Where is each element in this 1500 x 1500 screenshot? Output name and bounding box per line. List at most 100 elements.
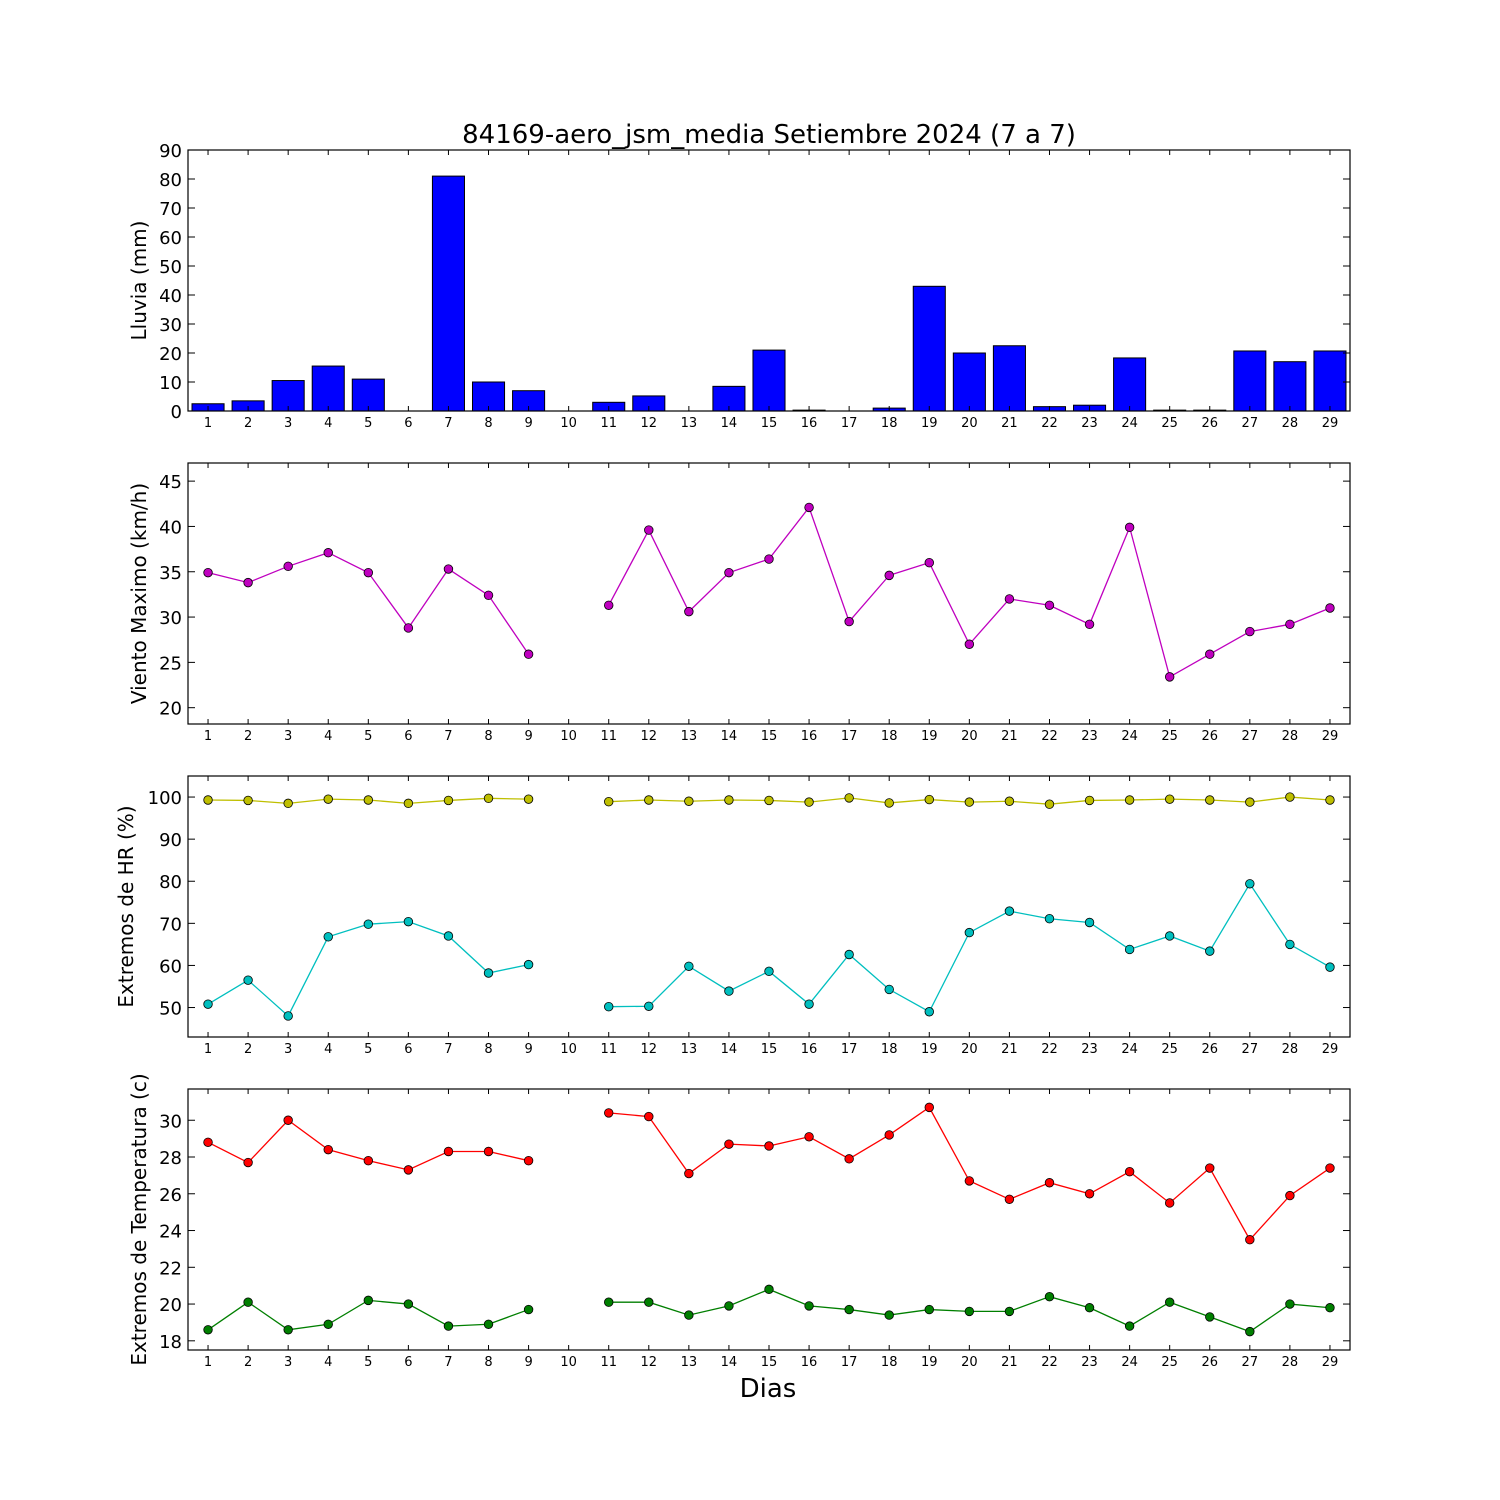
series-1-point-day-13 [684,606,694,617]
series-1-point-day-23 [1084,795,1095,806]
x-tick-label: 1 [204,416,212,431]
x-tick-label: 20 [961,1042,978,1057]
series-1-point-day-1 [203,1137,213,1148]
x-tick-label: 11 [600,416,617,431]
series-2-point-day-17 [844,1304,854,1315]
y-tick-label: 28 [159,1148,182,1169]
x-tick-label: 22 [1041,1355,1058,1370]
x-tick-label: 25 [1161,1355,1178,1370]
panel-4: 1 2 3 4 5 6 7 8 9 10 11 12 13 14 15 16 17 18 19 20 21 22 23 24 2… [127,1073,1351,1370]
y-axis-label: Extremos de Temperatura (c) [127,1073,151,1365]
x-tick-label: 24 [1121,1355,1138,1370]
y-tick-label: 10 [159,373,182,394]
series-1-point-day-15 [764,554,774,564]
series-2-point-day-3 [283,1325,293,1335]
series-2-point-day-21 [1004,1306,1015,1317]
y-axis-label: Lluvia (mm) [127,221,151,341]
bar-day-29 [1313,350,1347,412]
series-2-point-day-13 [684,961,694,971]
series-2-point-day-6 [403,916,414,927]
x-tick-label: 19 [921,1042,938,1057]
series-2-point-day-26 [1205,946,1215,956]
x-tick-label: 20 [961,729,978,744]
series-1-point-day-23 [1084,619,1095,630]
x-tick-label: 27 [1242,729,1259,744]
series-2-point-day-26 [1205,1312,1215,1322]
x-tick-label: 25 [1161,729,1178,744]
x-tick-label: 5 [364,1042,372,1057]
plot-area [188,776,1350,1037]
series-2-point-day-1 [203,999,213,1009]
series-1-point-day-22 [1044,1178,1055,1188]
x-tick-label: 23 [1081,416,1098,431]
series-1-point-day-4 [323,1144,333,1155]
series-1-point-day-11 [604,796,614,807]
series-1-point-day-17 [844,793,854,803]
series-1-point-day-25 [1164,794,1175,804]
series-1-point-day-12 [644,795,654,805]
series-1-point-day-25 [1164,1198,1175,1208]
x-tick-label: 28 [1282,1355,1299,1370]
x-tick-label: 13 [681,729,698,744]
y-tick-label: 25 [159,653,182,674]
series-1-point-day-7 [443,1146,454,1157]
series-2-point-day-16 [804,1301,814,1311]
series-1-point-day-9 [523,794,534,804]
series-2-point-day-11 [604,1297,614,1307]
series-2-point-day-8 [483,1319,494,1329]
bar-day-4 [311,365,345,412]
series-1-point-day-20 [964,1176,975,1186]
x-tick-label: 6 [404,1042,412,1057]
series-2-point-day-1 [203,1325,213,1335]
y-tick-label: 70 [159,199,182,220]
series-1-point-day-17 [844,1154,854,1164]
series-2-point-day-7 [443,931,454,941]
x-tick-label: 6 [404,729,412,744]
x-tick-label: 28 [1282,1042,1299,1057]
x-tick-label: 23 [1081,1355,1098,1370]
series-2-point-day-18 [884,1310,894,1320]
x-tick-label: 7 [444,729,452,744]
y-tick-label: 30 [159,608,182,629]
y-tick-label: 20 [159,1295,182,1316]
x-tick-label: 6 [404,1355,412,1370]
x-tick-label: 29 [1322,729,1339,744]
series-1-point-day-4 [323,794,333,804]
series-1-point-day-3 [283,1115,293,1125]
x-tick-label: 5 [364,416,372,431]
x-tick-label: 12 [641,729,658,744]
x-tick-label: 19 [921,1355,938,1370]
x-tick-label: 26 [1201,729,1218,744]
series-1-point-day-24 [1124,1167,1135,1177]
series-2-point-day-16 [804,999,814,1009]
panel-1: 1 2 3 4 5 6 7 8 9 10 11 12 13 14 15 16 17 18 19 20 21 22 23 24 2… [127,141,1351,431]
series-1-point-day-25 [1164,672,1175,682]
y-tick-label: 26 [159,1185,182,1206]
x-tick-label: 8 [484,729,492,744]
plot-area [188,463,1350,724]
series-2-point-day-20 [964,1306,975,1317]
bar-day-21 [992,345,1026,412]
series-1-point-day-14 [724,567,734,578]
series-2-point-day-24 [1124,944,1135,955]
x-tick-label: 14 [721,416,738,431]
series-2-point-day-28 [1285,939,1295,950]
series-2-point-day-12 [644,1001,654,1011]
x-tick-label: 21 [1001,729,1018,744]
series-1-point-day-6 [403,798,414,809]
y-tick-label: 30 [159,315,182,336]
x-tick-label: 14 [721,1042,738,1057]
x-tick-label: 15 [761,1355,778,1370]
x-tick-label: 29 [1322,416,1339,431]
plot-area [188,1089,1350,1350]
series-1-point-day-5 [363,567,374,578]
series-2-point-day-23 [1084,1303,1095,1313]
series-1-point-day-29 [1325,603,1335,613]
series-1-point-day-8 [483,590,494,601]
y-tick-label: 0 [171,402,182,423]
x-tick-label: 23 [1081,729,1098,744]
series-2-point-day-21 [1004,906,1015,916]
series-1-point-day-27 [1245,797,1255,807]
x-tick-label: 5 [364,1355,372,1370]
series-2-point-day-25 [1164,931,1175,941]
